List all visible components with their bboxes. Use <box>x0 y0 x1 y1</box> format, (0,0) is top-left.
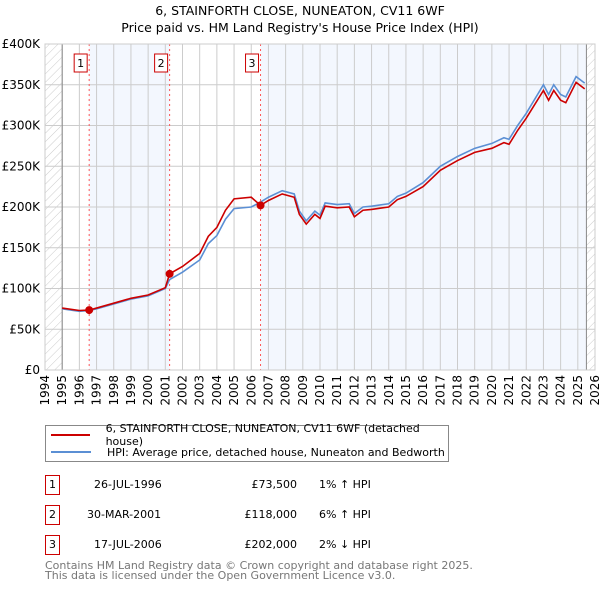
chart-title: 6, STAINFORTH CLOSE, NUNEATON, CV11 6WF <box>155 3 445 18</box>
sale-row: 3 17-JUL-2006 £202,000 2% ↓ HPI <box>45 535 465 555</box>
sale-point <box>165 269 174 278</box>
x-tick-label: 2000 <box>141 375 155 406</box>
plot-border <box>44 43 596 371</box>
sale-date: 17-JUL-2006 <box>94 538 162 551</box>
sale-label: 1 <box>77 57 84 70</box>
sale-label-box <box>154 53 169 73</box>
sale-price: £73,500 <box>251 478 298 491</box>
x-tick-label: 2007 <box>261 375 275 406</box>
y-tick-label: £0 <box>25 363 40 377</box>
footer-licence: This data is licensed under the Open Gov… <box>45 569 396 582</box>
sale-number: 2 <box>45 505 60 525</box>
sale-date: 26-JUL-1996 <box>94 478 162 491</box>
footer-copyright: Contains HM Land Registry data © Crown c… <box>45 559 473 572</box>
y-tick-label: £400K <box>2 37 42 51</box>
sale-point <box>256 201 265 210</box>
x-tick-label: 2003 <box>193 375 207 406</box>
legend-label-property: 6, STAINFORTH CLOSE, NUNEATON, CV11 6WF … <box>105 422 420 448</box>
x-tick-label: 2011 <box>330 375 344 406</box>
x-tick-label: 1997 <box>90 375 104 406</box>
legend-blue-line <box>51 451 91 453</box>
x-tick-label: 2021 <box>502 375 516 406</box>
x-tick-label: 2010 <box>313 375 327 406</box>
sale-number: 1 <box>45 475 60 495</box>
x-tick-label: 2004 <box>210 375 224 406</box>
x-tick-label: 2019 <box>468 375 482 406</box>
sale-date: 30-MAR-2001 <box>87 508 162 521</box>
x-tick-label: 2016 <box>416 375 430 406</box>
sale-label-box <box>245 53 260 73</box>
x-tick-label: 2012 <box>347 375 361 406</box>
x-tick-label: 2005 <box>227 375 241 406</box>
x-tick-label: 2001 <box>158 375 172 406</box>
sale-hpi-diff: 1% ↑ HPI <box>319 478 371 491</box>
y-tick-label: £350K <box>2 78 42 92</box>
x-tick-label: 2022 <box>519 375 533 406</box>
x-tick-label: 1998 <box>107 375 121 406</box>
x-tick-label: 2023 <box>536 375 550 406</box>
x-tick-label: 2008 <box>279 375 293 406</box>
sale-point <box>85 306 94 315</box>
x-tick-label: 2020 <box>485 375 499 406</box>
x-tick-label: 2026 <box>588 375 600 406</box>
x-tick-label: 1995 <box>55 375 69 406</box>
sale-row: 2 30-MAR-2001 £118,000 6% ↑ HPI <box>45 505 465 525</box>
sale-label: 3 <box>249 57 256 70</box>
sale-number: 3 <box>45 535 60 555</box>
y-tick-label: £300K <box>2 119 42 133</box>
sale-label: 2 <box>158 57 165 70</box>
sale-hpi-diff: 2% ↓ HPI <box>319 538 371 551</box>
sale-price: £118,000 <box>244 508 298 521</box>
y-tick-label: £100K <box>2 282 42 296</box>
x-tick-label: 2013 <box>365 375 379 406</box>
x-tick-label: 1999 <box>124 375 138 406</box>
x-tick-label: 2015 <box>399 375 413 406</box>
x-tick-label: 2014 <box>382 375 396 406</box>
x-tick-label: 2018 <box>451 375 465 406</box>
y-tick-label: £150K <box>2 241 42 255</box>
y-tick-label: £50K <box>9 322 41 336</box>
x-tick-label: 2002 <box>176 375 190 406</box>
x-tick-label: 1996 <box>72 375 86 406</box>
legend: 6, STAINFORTH CLOSE, NUNEATON, CV11 6WF … <box>45 422 449 462</box>
sale-price: £202,000 <box>244 538 298 551</box>
x-tick-label: 2024 <box>554 375 568 406</box>
y-tick-label: £250K <box>2 159 42 173</box>
chart-subtitle: Price paid vs. HM Land Registry's House … <box>121 20 479 35</box>
legend-red-line <box>51 434 90 436</box>
x-tick-label: 2025 <box>571 375 585 406</box>
x-tick-label: 2009 <box>296 375 310 406</box>
x-tick-label: 2017 <box>433 375 447 406</box>
hpi-line <box>62 75 586 313</box>
legend-label-hpi: HPI: Average price, detached house, Nune… <box>107 445 445 459</box>
x-tick-label: 1994 <box>38 375 52 406</box>
sale-label-box <box>73 53 88 73</box>
plot-area: 1994 1995 1996 1997 1998 1999 2000 2001 2002 2003… <box>2 37 600 406</box>
sale-row: 1 26-JUL-1996 £73,500 1% ↑ HPI <box>45 475 465 495</box>
x-tick-label: 2006 <box>244 375 258 406</box>
sale-hpi-diff: 6% ↑ HPI <box>319 508 371 521</box>
y-tick-label: £200K <box>2 200 42 214</box>
